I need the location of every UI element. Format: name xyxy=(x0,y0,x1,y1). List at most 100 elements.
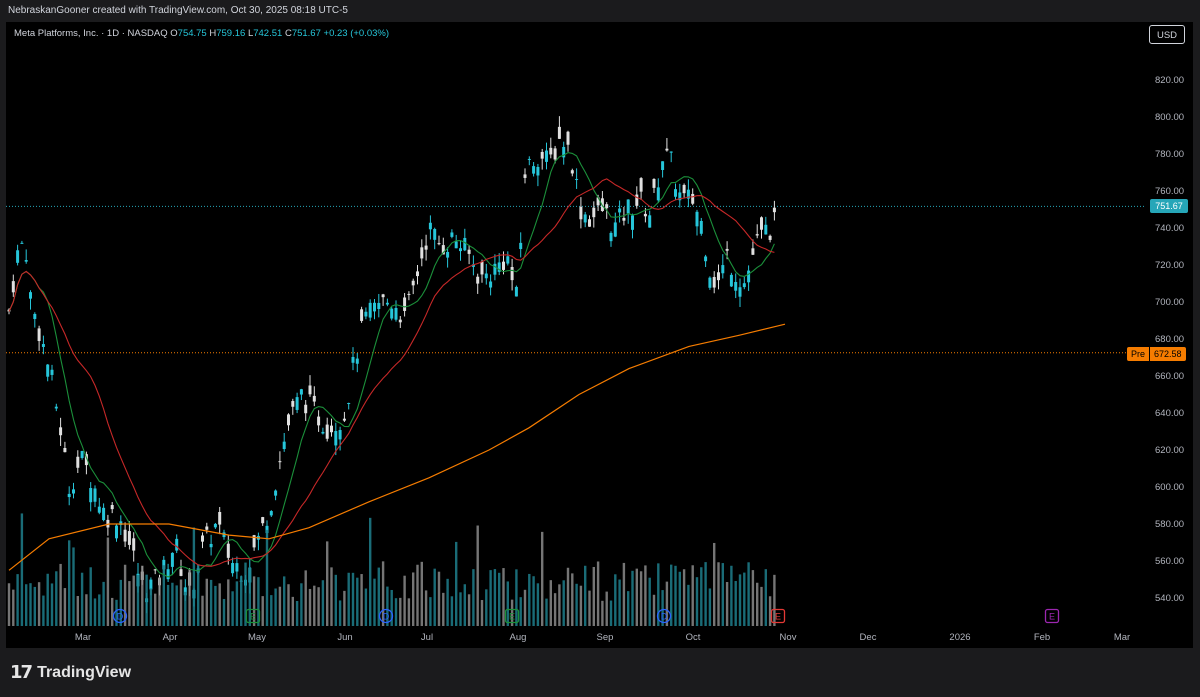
candle-body xyxy=(562,146,566,158)
candle-body xyxy=(674,189,677,197)
candle-body xyxy=(446,251,450,258)
volume-bar xyxy=(562,580,565,626)
candle-body xyxy=(742,283,746,288)
candle-body xyxy=(235,563,239,572)
volume-bar xyxy=(248,567,251,626)
volume-bar xyxy=(575,583,578,626)
candle-body xyxy=(330,425,333,433)
volume-bar xyxy=(25,584,28,626)
volume-bar xyxy=(459,592,462,626)
dividend-marker xyxy=(378,608,394,624)
time-axis-label: Feb xyxy=(1034,632,1050,643)
candle-body xyxy=(622,217,626,221)
price-axis-label: 560.00 xyxy=(1155,556,1184,567)
volume-bar xyxy=(605,591,608,626)
volume-bar xyxy=(584,565,587,626)
time-axis-label: Dec xyxy=(860,632,877,643)
currency-button[interactable]: USD xyxy=(1149,25,1185,44)
candle-body xyxy=(639,178,643,192)
candle-body xyxy=(699,220,703,234)
earnings-marker xyxy=(504,608,520,624)
volume-bar xyxy=(480,600,484,626)
candle-body xyxy=(454,241,458,249)
volume-bar xyxy=(141,565,144,626)
attribution-text: NebraskanGooner created with TradingView… xyxy=(8,5,348,16)
price-axis-label: 680.00 xyxy=(1155,334,1184,345)
candle-body xyxy=(411,280,415,286)
price-axis-label: 820.00 xyxy=(1155,75,1184,86)
volume-bar xyxy=(515,569,518,626)
high-value: 759.16 xyxy=(216,28,246,39)
volume-bar xyxy=(760,586,763,626)
volume-bar xyxy=(192,527,196,626)
candle-body xyxy=(226,543,230,558)
candle-body xyxy=(772,207,776,213)
ma-fast-line xyxy=(8,152,775,578)
volume-bar xyxy=(132,575,135,626)
candle-body xyxy=(527,158,531,160)
candle-body xyxy=(648,215,652,228)
candle-body xyxy=(201,535,204,542)
volume-bar xyxy=(158,577,161,626)
candle-body xyxy=(278,461,282,463)
volume-bar xyxy=(528,573,531,626)
volume-bar xyxy=(123,564,127,626)
volume-bar xyxy=(553,593,557,626)
candle-body xyxy=(661,161,665,170)
candle-body xyxy=(575,178,579,180)
candle-body xyxy=(588,219,591,227)
volume-bar xyxy=(725,582,729,626)
price-axis-label: 740.00 xyxy=(1155,223,1184,234)
candle-body xyxy=(213,523,217,528)
high-label: H xyxy=(209,28,217,39)
volume-bar xyxy=(89,567,92,626)
candle-body xyxy=(532,166,536,174)
volume-bar xyxy=(55,571,58,626)
volume-bar xyxy=(343,590,346,626)
candle-body xyxy=(377,302,381,310)
candle-body xyxy=(514,286,518,297)
candle-body xyxy=(97,506,101,513)
candle-body xyxy=(609,232,613,242)
volume-bar xyxy=(609,600,613,626)
ma-mid-line xyxy=(8,178,775,567)
candle-body xyxy=(686,189,690,199)
volume-bar xyxy=(42,595,45,626)
tradingview-logo[interactable]: 17 TradingView xyxy=(10,662,131,683)
volume-bar xyxy=(29,583,32,626)
volume-bar xyxy=(713,542,716,626)
volume-bar xyxy=(489,570,492,626)
candle-body xyxy=(295,397,299,410)
chart-pane[interactable] xyxy=(6,22,1193,648)
candle-body xyxy=(342,418,346,421)
volume-bar xyxy=(308,588,312,626)
event-marker-label: D xyxy=(383,612,390,622)
candle-body xyxy=(89,488,93,503)
candle-body xyxy=(729,274,733,287)
candle-body xyxy=(643,213,647,217)
candle-body xyxy=(59,427,63,436)
volume-bar xyxy=(738,574,742,626)
volume-bar xyxy=(360,574,363,626)
candle-body xyxy=(682,184,686,194)
candle-body xyxy=(162,559,166,570)
volume-bar xyxy=(338,600,342,626)
volume-bar xyxy=(369,517,372,626)
volume-bar xyxy=(244,562,247,626)
volume-bar xyxy=(98,594,101,626)
candle-body xyxy=(497,262,501,272)
candle-body xyxy=(325,424,329,439)
volume-bar xyxy=(37,582,41,626)
candle-body xyxy=(618,208,622,213)
time-axis-label: Aug xyxy=(510,632,527,643)
volume-bar xyxy=(76,595,79,626)
volume-bar xyxy=(592,566,595,626)
top-bar: NebraskanGooner created with TradingView… xyxy=(0,0,1200,22)
volume-bar xyxy=(222,598,226,626)
volume-bar xyxy=(231,591,234,626)
candle-body xyxy=(252,535,256,548)
candle-body xyxy=(704,256,708,262)
candle-body xyxy=(261,517,265,524)
low-label: L xyxy=(247,28,254,39)
